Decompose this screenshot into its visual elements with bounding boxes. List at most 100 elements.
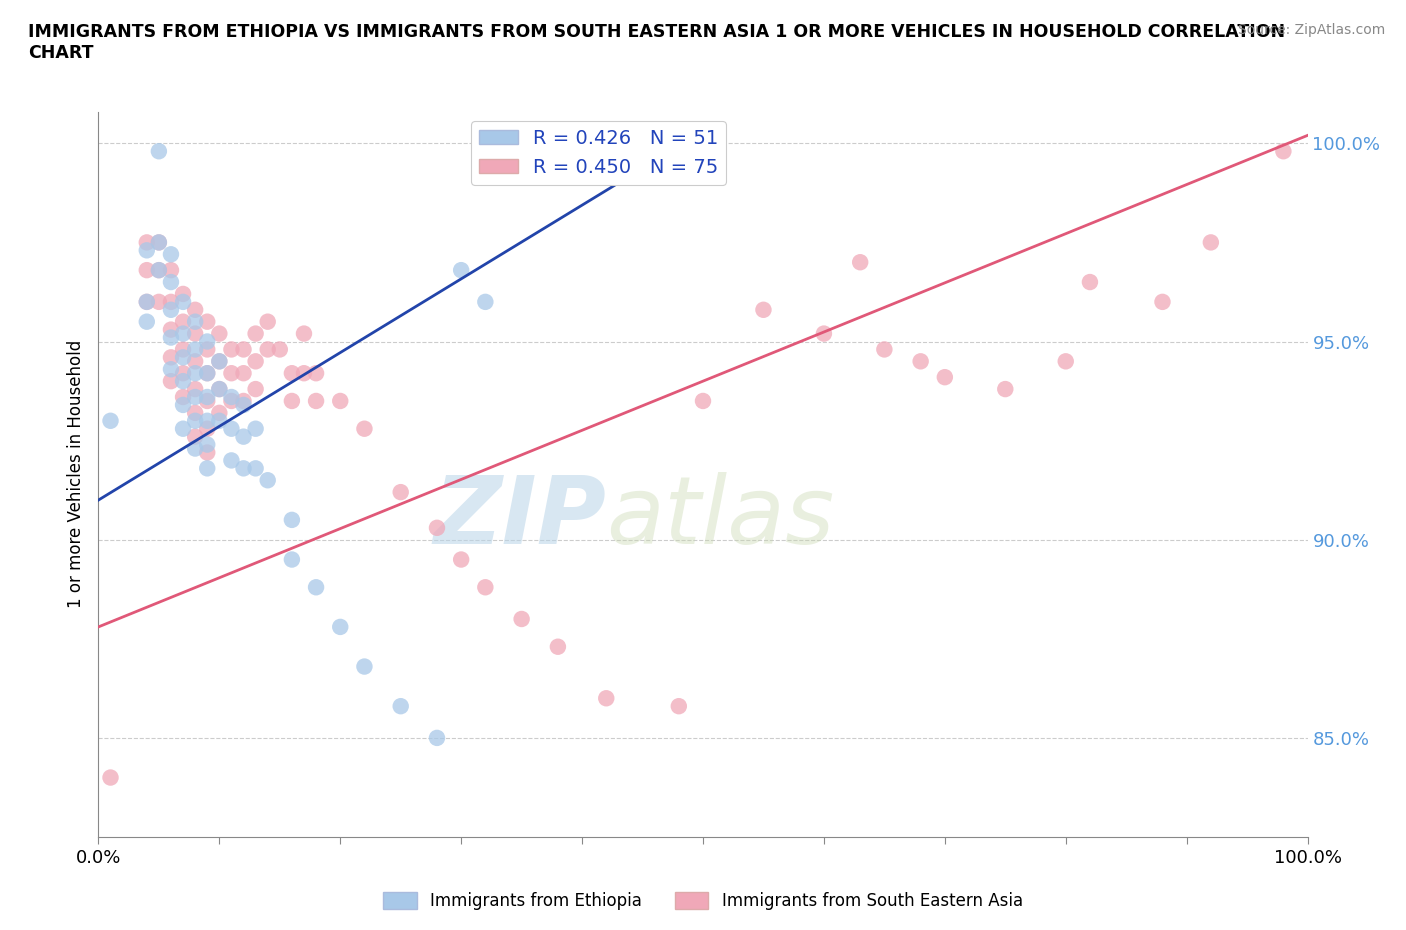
Point — [160, 246, 183, 261]
Point — [160, 262, 183, 277]
Point — [813, 326, 835, 341]
Point — [172, 365, 194, 380]
Point — [160, 374, 183, 389]
Point — [195, 413, 218, 428]
Point — [208, 413, 231, 428]
Point — [195, 365, 218, 380]
Point — [232, 342, 254, 357]
Point — [353, 659, 375, 674]
Point — [934, 370, 956, 385]
Point — [281, 365, 304, 380]
Point — [195, 365, 218, 380]
Point — [221, 365, 243, 380]
Y-axis label: 1 or more Vehicles in Household: 1 or more Vehicles in Household — [66, 340, 84, 608]
Point — [160, 322, 183, 337]
Point — [245, 461, 267, 476]
Point — [184, 381, 207, 396]
Point — [148, 235, 170, 250]
Point — [245, 421, 267, 436]
Point — [292, 365, 315, 380]
Point — [450, 552, 472, 567]
Point — [232, 461, 254, 476]
Point — [160, 350, 183, 365]
Point — [195, 390, 218, 405]
Point — [668, 698, 690, 713]
Point — [195, 421, 218, 436]
Point — [172, 314, 194, 329]
Point — [245, 326, 267, 341]
Point — [232, 430, 254, 445]
Text: atlas: atlas — [606, 472, 835, 564]
Point — [135, 314, 157, 329]
Point — [135, 243, 157, 258]
Point — [353, 421, 375, 436]
Point — [208, 381, 231, 396]
Point — [245, 381, 267, 396]
Point — [148, 235, 170, 250]
Legend: Immigrants from Ethiopia, Immigrants from South Eastern Asia: Immigrants from Ethiopia, Immigrants fro… — [377, 885, 1029, 917]
Point — [547, 639, 569, 654]
Point — [148, 262, 170, 277]
Point — [172, 342, 194, 357]
Point — [221, 390, 243, 405]
Point — [595, 691, 617, 706]
Point — [873, 342, 896, 357]
Point — [100, 413, 122, 428]
Point — [160, 362, 183, 377]
Point — [221, 342, 243, 357]
Point — [184, 405, 207, 420]
Point — [160, 330, 183, 345]
Point — [305, 393, 328, 408]
Point — [1078, 274, 1101, 289]
Point — [184, 354, 207, 369]
Point — [692, 393, 714, 408]
Point — [184, 342, 207, 357]
Point — [221, 421, 243, 436]
Point — [184, 326, 207, 341]
Point — [148, 295, 170, 310]
Point — [269, 342, 291, 357]
Point — [195, 461, 218, 476]
Point — [160, 295, 183, 310]
Point — [329, 393, 352, 408]
Point — [426, 521, 449, 536]
Point — [160, 274, 183, 289]
Legend: R = 0.426   N = 51, R = 0.450   N = 75: R = 0.426 N = 51, R = 0.450 N = 75 — [471, 121, 725, 184]
Point — [195, 437, 218, 452]
Point — [195, 314, 218, 329]
Point — [172, 286, 194, 301]
Point — [305, 579, 328, 594]
Point — [256, 342, 278, 357]
Point — [148, 262, 170, 277]
Point — [172, 350, 194, 365]
Point — [1199, 235, 1222, 250]
Point — [148, 144, 170, 159]
Point — [184, 430, 207, 445]
Point — [184, 390, 207, 405]
Point — [135, 262, 157, 277]
Point — [195, 334, 218, 349]
Point — [389, 485, 412, 499]
Point — [172, 390, 194, 405]
Point — [195, 445, 218, 460]
Point — [232, 393, 254, 408]
Point — [195, 393, 218, 408]
Point — [208, 381, 231, 396]
Point — [208, 354, 231, 369]
Point — [994, 381, 1017, 396]
Point — [245, 354, 267, 369]
Point — [172, 374, 194, 389]
Point — [329, 619, 352, 634]
Point — [160, 302, 183, 317]
Point — [1272, 144, 1295, 159]
Point — [450, 262, 472, 277]
Point — [510, 612, 533, 627]
Point — [135, 235, 157, 250]
Text: IMMIGRANTS FROM ETHIOPIA VS IMMIGRANTS FROM SOUTH EASTERN ASIA 1 OR MORE VEHICLE: IMMIGRANTS FROM ETHIOPIA VS IMMIGRANTS F… — [28, 23, 1285, 62]
Point — [208, 326, 231, 341]
Point — [100, 770, 122, 785]
Point — [184, 413, 207, 428]
Point — [208, 405, 231, 420]
Point — [232, 397, 254, 412]
Point — [221, 393, 243, 408]
